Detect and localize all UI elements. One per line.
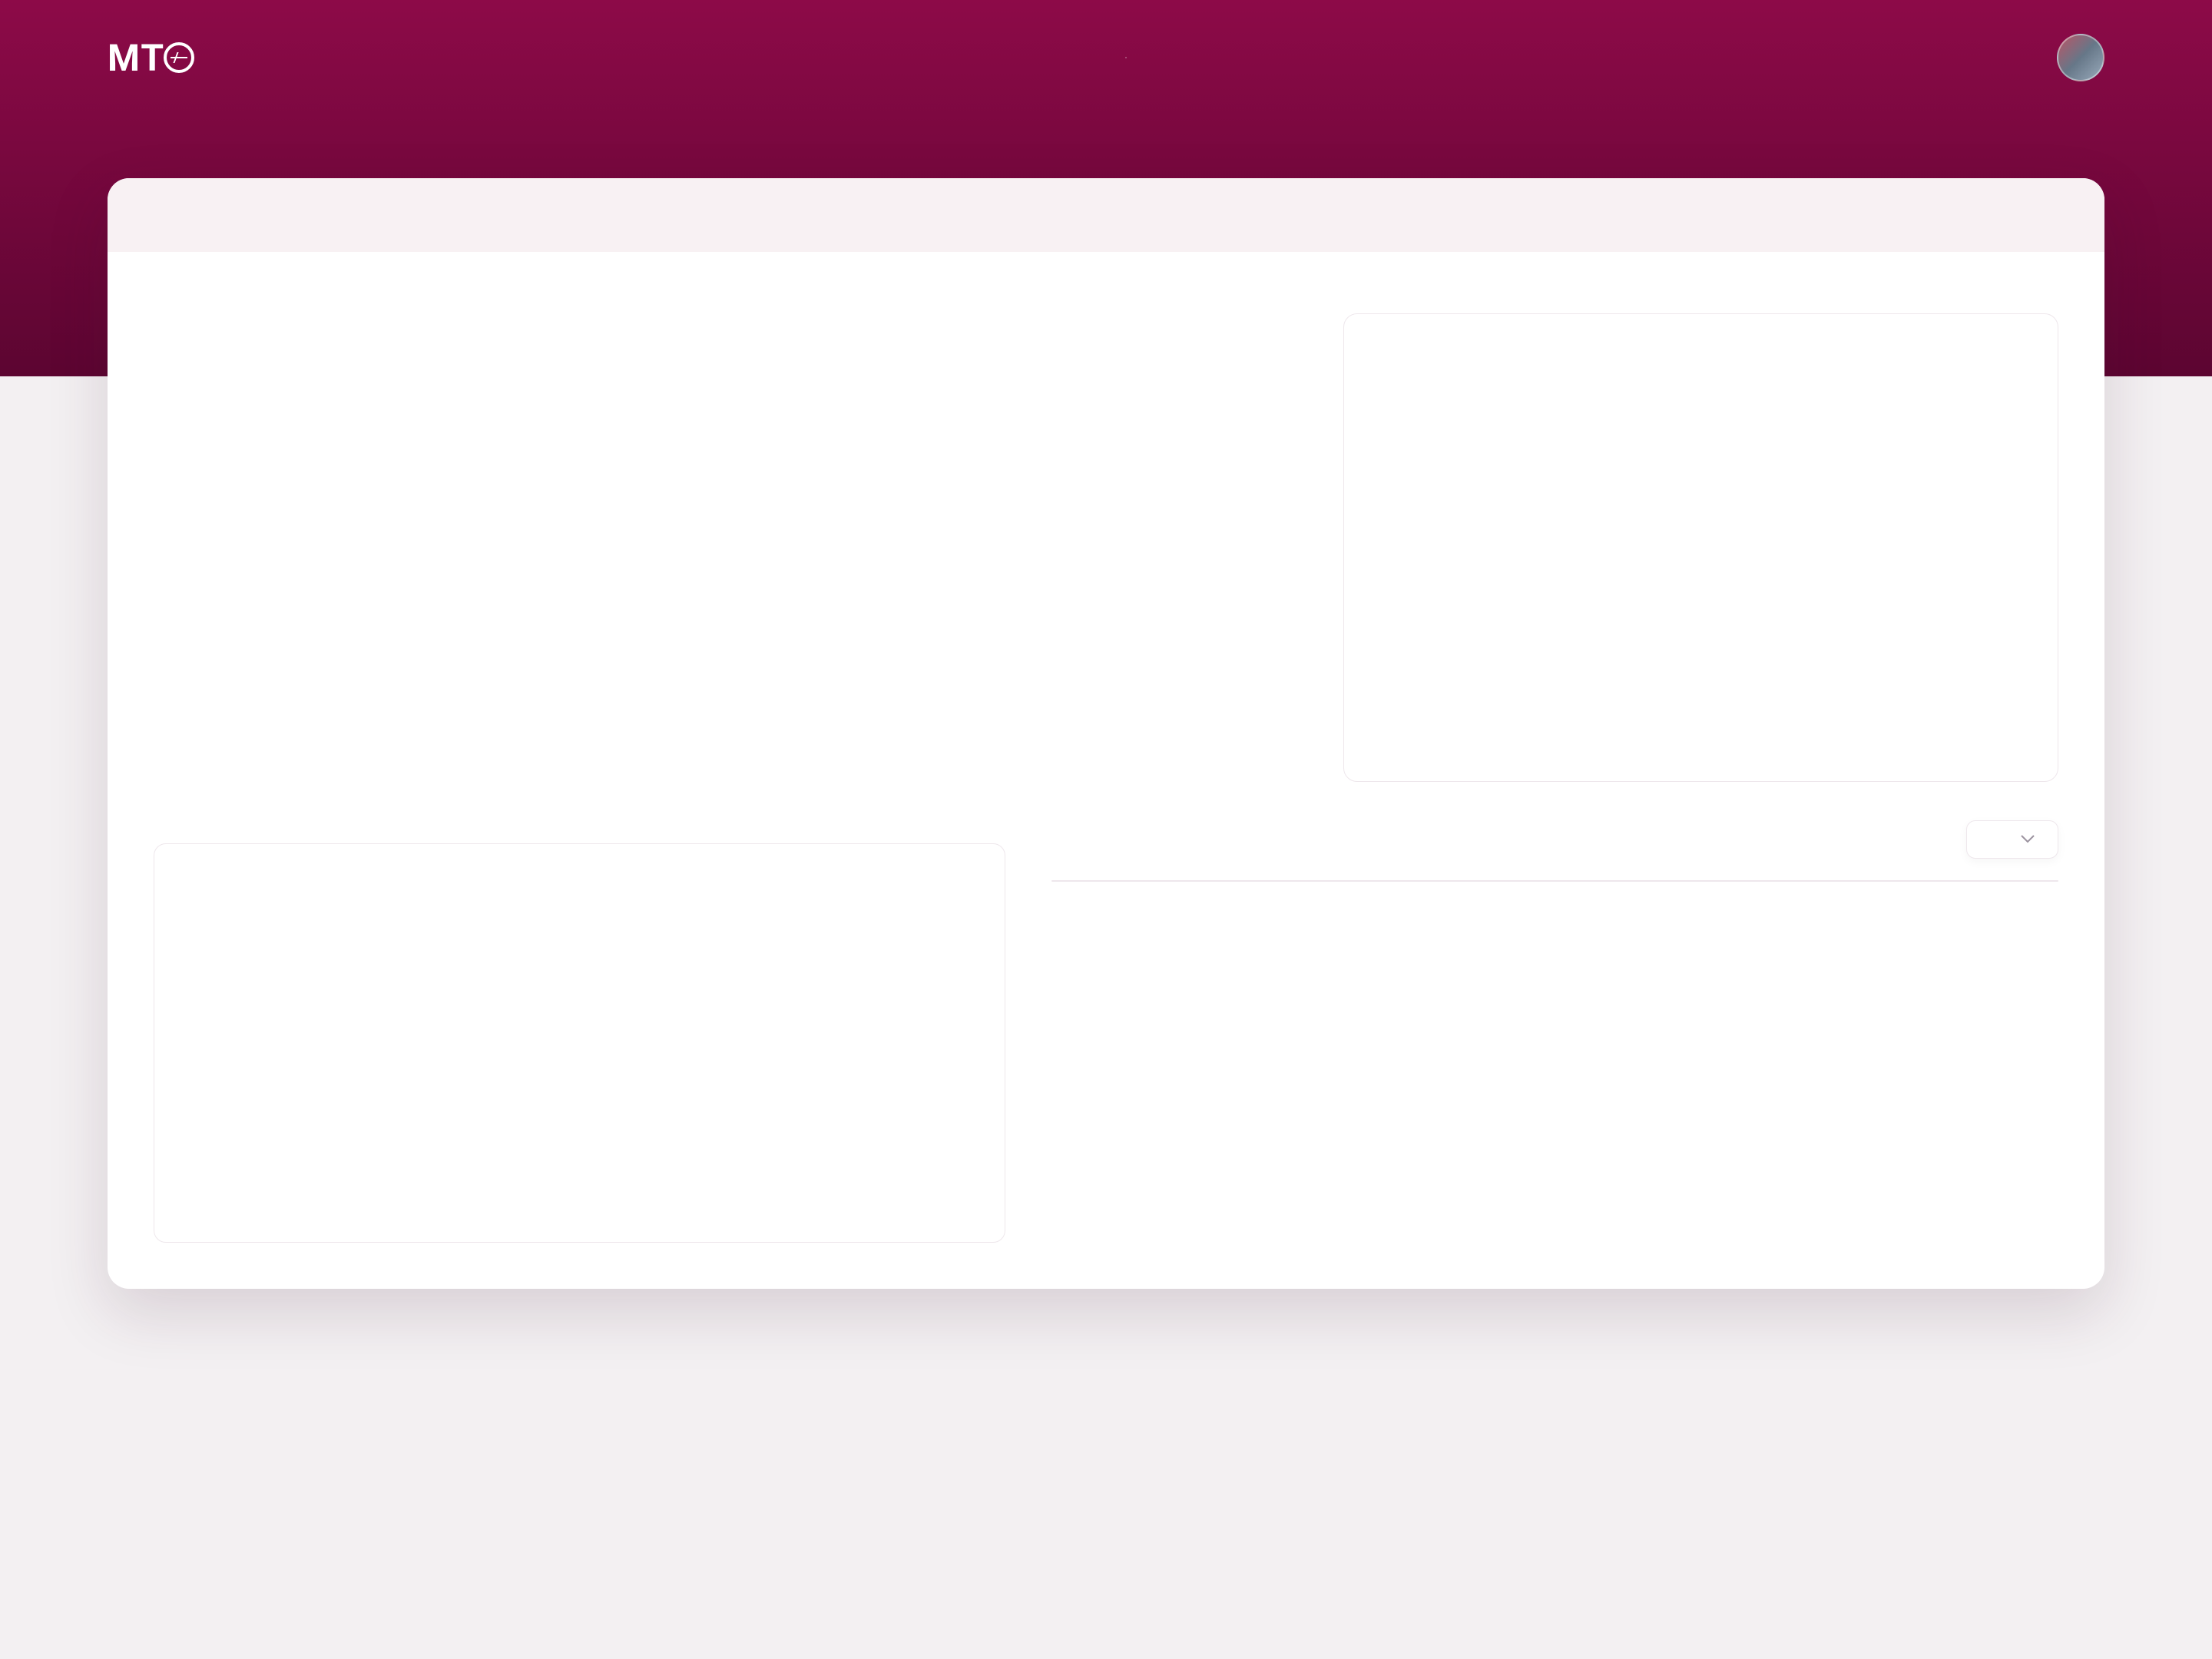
main-nav — [1125, 57, 1127, 58]
metrics-row — [108, 178, 2104, 252]
requirements-table — [1051, 880, 2058, 882]
avatar[interactable] — [2057, 34, 2104, 81]
sort-button[interactable] — [1966, 820, 2058, 859]
brand-logo: MT — [108, 36, 194, 80]
test-case-chart — [154, 313, 1297, 782]
brand-text-m: MT — [108, 36, 165, 80]
brand-icon — [164, 42, 194, 73]
chevron-down-icon — [2021, 835, 2035, 844]
donut-box — [1343, 313, 2058, 782]
dashboard-card — [108, 178, 2104, 1289]
severity-bars — [154, 843, 1005, 1243]
